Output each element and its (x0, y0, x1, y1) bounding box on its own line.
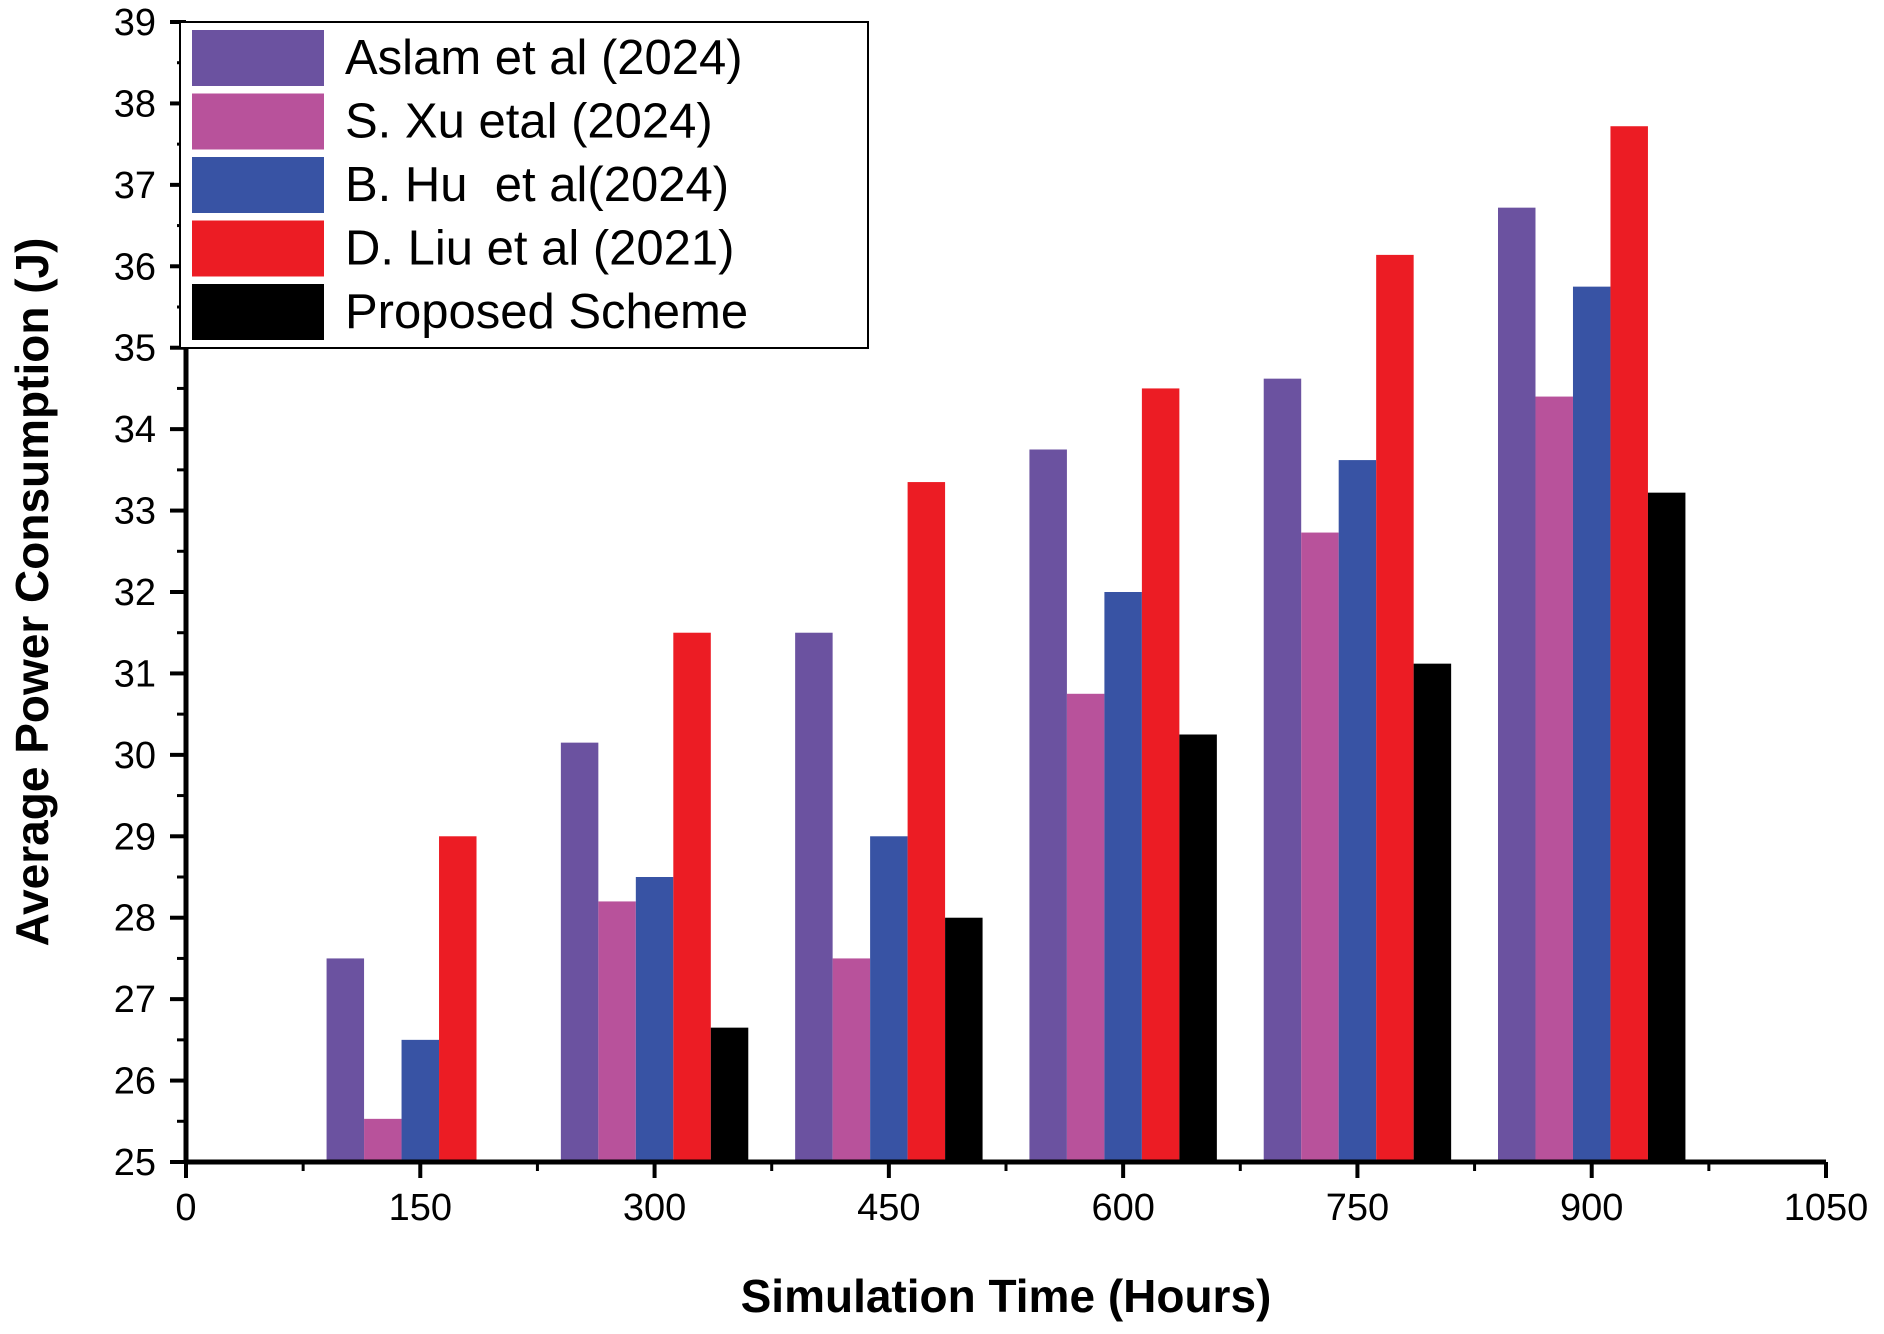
bar (673, 632, 711, 1162)
x-tick-label: 900 (1560, 1187, 1623, 1229)
bar (401, 1039, 440, 1162)
bar (1066, 693, 1105, 1162)
x-tick-label: 750 (1326, 1187, 1389, 1229)
y-tick-label: 28 (114, 898, 156, 940)
bar (832, 958, 871, 1162)
legend-swatch (192, 220, 324, 277)
y-tick-label: 29 (114, 816, 156, 858)
legend-swatch (192, 284, 324, 340)
bar (1647, 492, 1686, 1163)
y-tick-label: 39 (114, 2, 156, 44)
x-tick-label: 150 (389, 1187, 452, 1229)
x-tick-label: 600 (1091, 1187, 1154, 1229)
bar (795, 632, 833, 1162)
y-tick-label: 35 (114, 328, 156, 370)
y-tick-label: 30 (114, 735, 156, 777)
bar (1498, 207, 1536, 1162)
y-tick-label: 31 (114, 653, 156, 695)
bar (1572, 286, 1611, 1163)
legend-label: S. Xu etal (2024) (345, 95, 713, 149)
bar (560, 742, 599, 1162)
bar (364, 1118, 402, 1162)
bar (1141, 388, 1180, 1162)
bar (1301, 532, 1339, 1162)
legend-label: Aslam et al (2024) (345, 31, 743, 85)
legend-label: D. Liu et al (2021) (345, 222, 735, 276)
bar (870, 836, 908, 1162)
bar (1179, 734, 1217, 1162)
legend-label: Proposed Scheme (345, 285, 748, 339)
bar (1535, 396, 1573, 1163)
y-tick-label: 34 (114, 409, 156, 451)
x-tick-label: 1050 (1784, 1187, 1869, 1229)
bar (945, 917, 983, 1162)
y-tick-label: 38 (114, 83, 156, 125)
bar (1263, 378, 1302, 1163)
bar (635, 877, 674, 1162)
legend: Aslam et al (2024) S. Xu etal (2024) B. Hu… (179, 21, 869, 349)
bars-layer (326, 126, 1686, 1163)
y-tick-label: 27 (114, 979, 156, 1021)
y-tick-label: 25 (114, 1142, 156, 1184)
y-axis-title: Average Power Consumption (J) (6, 238, 58, 947)
y-tick-label: 37 (114, 165, 156, 207)
bar (326, 958, 365, 1162)
bar (1376, 254, 1414, 1162)
y-tick-label: 33 (114, 491, 156, 533)
x-axis-title: Simulation Time (Hours) (741, 1270, 1272, 1322)
bar (439, 836, 477, 1162)
y-tick-label: 36 (114, 246, 156, 288)
bar (1338, 460, 1377, 1163)
legend-swatch (192, 157, 324, 213)
legend-label: B. Hu et al(2024) (345, 158, 729, 212)
bar (598, 901, 636, 1162)
x-tick-label: 300 (623, 1187, 686, 1229)
legend-swatch (192, 30, 324, 86)
bar (1413, 663, 1452, 1162)
bar (710, 1027, 749, 1162)
bar (907, 482, 946, 1163)
x-tick-label: 0 (175, 1187, 196, 1229)
y-tick-label: 32 (114, 572, 156, 614)
bar (1610, 126, 1648, 1163)
x-tick-label: 450 (857, 1187, 920, 1229)
bar (1104, 592, 1142, 1162)
y-tick-label: 26 (114, 1061, 156, 1103)
bar (1029, 449, 1067, 1162)
legend-swatch (192, 93, 324, 150)
